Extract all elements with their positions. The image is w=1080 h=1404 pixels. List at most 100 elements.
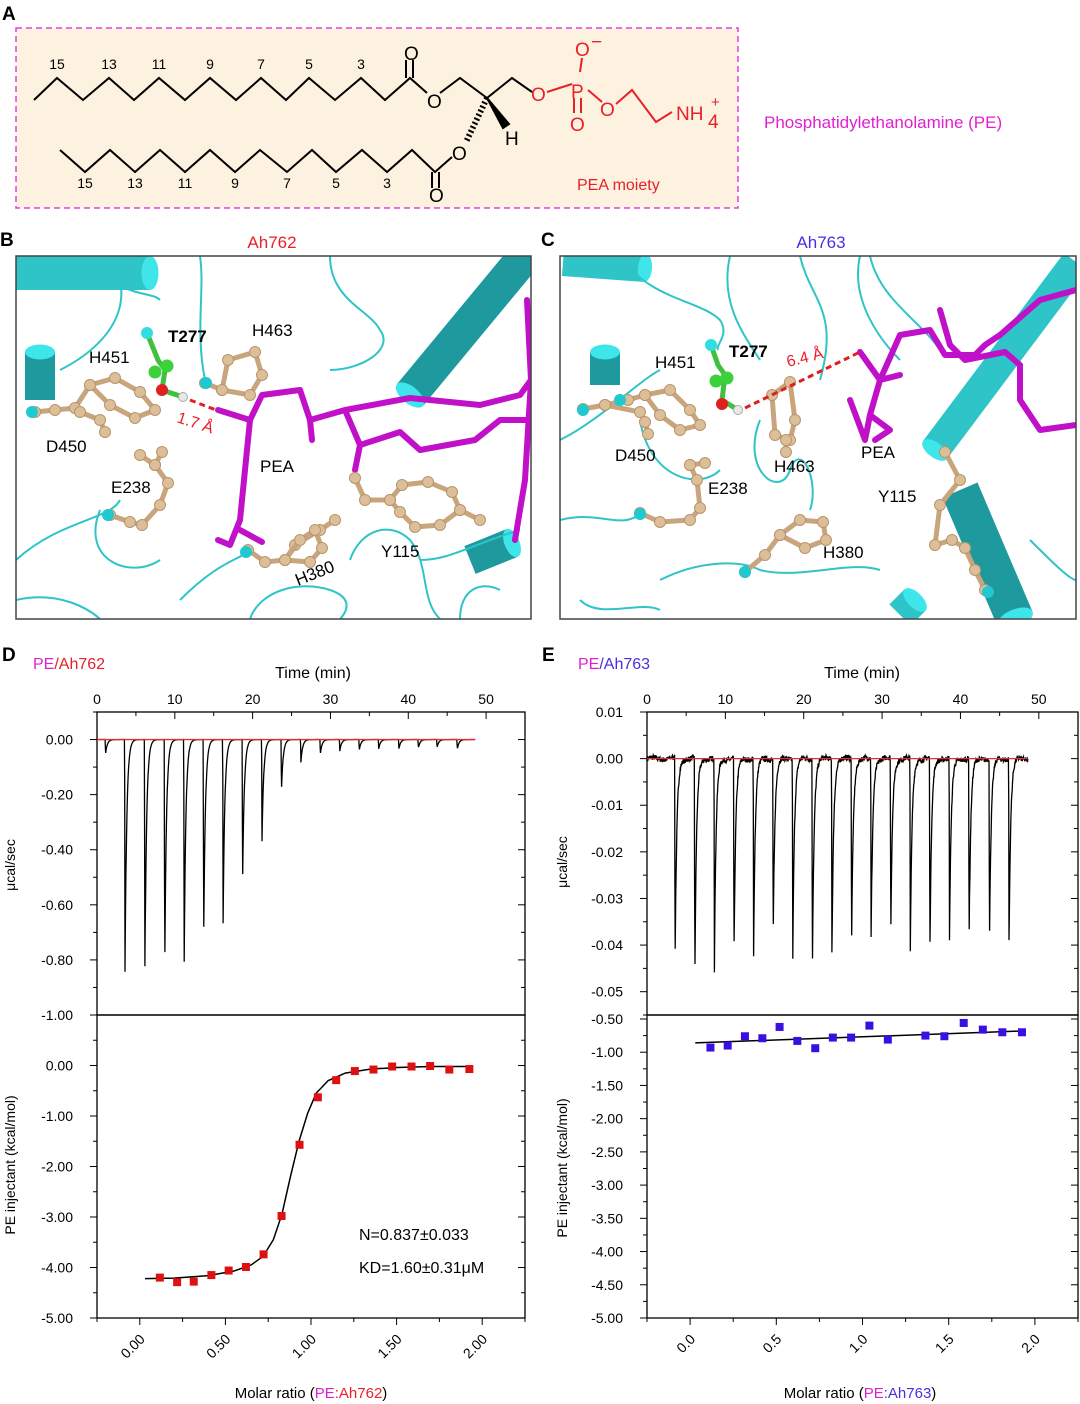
y-tick-label: -1.00 xyxy=(41,1007,73,1023)
panel-e-title: PE/Ah763 xyxy=(578,656,650,673)
helix-cap xyxy=(141,256,159,290)
thr-carbon-atom xyxy=(148,365,162,379)
data-point xyxy=(369,1065,378,1074)
x-tick-label: 50 xyxy=(478,691,494,707)
residue-atom xyxy=(639,389,651,401)
residue-atom xyxy=(104,399,116,411)
data-point xyxy=(758,1034,767,1043)
residue-atom xyxy=(642,428,654,440)
y-tick-label: -2.50 xyxy=(591,1144,623,1160)
coil-loop xyxy=(579,599,661,611)
residue-atom xyxy=(639,416,651,428)
y-tick-label: 0.00 xyxy=(596,751,623,767)
residue-atom xyxy=(446,486,458,498)
thr-oxygen-atom xyxy=(156,384,168,396)
x-tick-label: 50 xyxy=(1031,691,1047,707)
residue-atom xyxy=(409,521,421,533)
fit-curve xyxy=(695,1030,1023,1044)
calpha-atom xyxy=(739,566,751,578)
panel-label-d: D xyxy=(2,645,16,666)
pea-ligand-stick xyxy=(512,297,531,543)
residue-atom xyxy=(939,446,951,458)
data-point xyxy=(740,1032,749,1041)
structure-render-ah763 xyxy=(560,256,1076,619)
y-tick-label: -2.00 xyxy=(591,1111,623,1127)
residue-label: H451 xyxy=(89,348,130,367)
x-tick-label: 30 xyxy=(874,691,890,707)
panel-c: C Ah763 T277 H451 D450 H463 PEA E238 Y11… xyxy=(541,230,1077,620)
residue-label: E238 xyxy=(708,479,748,498)
residue-atom xyxy=(454,504,466,516)
helix-cylinder xyxy=(396,256,531,406)
data-point xyxy=(332,1076,341,1085)
coil-loop xyxy=(419,529,521,561)
molar-ratio-axis-label: Molar ratio (PE:Ah762) xyxy=(235,1385,388,1402)
carbon-number: 11 xyxy=(152,56,167,72)
panel-c-residue-labels: T277 H451 D450 H463 PEA E238 Y115 H380 6… xyxy=(615,342,916,562)
y-tick-label: -0.03 xyxy=(591,890,623,906)
coil-loop xyxy=(869,256,941,351)
residue-label: E238 xyxy=(111,478,151,497)
residue-atom xyxy=(954,474,966,486)
y-tick-label: -0.05 xyxy=(591,984,623,1000)
data-point xyxy=(350,1067,359,1076)
y-tick-label: -0.04 xyxy=(591,937,623,953)
thr-carbon-atom xyxy=(160,359,174,373)
coil-loop xyxy=(179,549,251,601)
helix-cap xyxy=(637,256,653,282)
panel-c-title: Ah763 xyxy=(796,233,845,252)
carbon-number: 13 xyxy=(101,56,117,72)
coil-loop xyxy=(349,528,441,619)
data-point xyxy=(465,1065,474,1074)
carbon-number: 15 xyxy=(49,56,65,72)
y-tick-label: -3.50 xyxy=(591,1210,623,1226)
panel-d-title: PE/Ah762 xyxy=(33,656,105,673)
panel-label-b: B xyxy=(0,230,14,251)
residue-atom xyxy=(249,346,261,358)
x-tick-label: 0 xyxy=(93,691,101,707)
xlabel-text: Molar ratio ( xyxy=(235,1385,315,1402)
y-tick-label: -0.01 xyxy=(591,797,623,813)
residue-atom xyxy=(694,419,706,431)
xlabel-text: Molar ratio ( xyxy=(784,1385,864,1402)
panel-c-frame xyxy=(559,255,1077,620)
residue-atom xyxy=(279,554,291,566)
residue-atom xyxy=(294,534,306,546)
data-point xyxy=(313,1093,322,1102)
calpha-atom xyxy=(982,586,994,598)
residue-atom xyxy=(934,499,946,511)
data-point xyxy=(388,1062,397,1071)
residue-atom xyxy=(599,399,611,411)
structure-render-ah762 xyxy=(16,256,531,619)
residue-atom xyxy=(316,542,328,554)
residue-atom xyxy=(634,406,646,418)
carbon-number: 5 xyxy=(305,56,313,72)
panel-b-residue-labels: T277 H463 H451 D450 PEA E238 Y115 H380 1… xyxy=(46,321,419,590)
residue-atom xyxy=(134,386,146,398)
data-point xyxy=(259,1250,268,1259)
data-point xyxy=(723,1041,732,1050)
xlabel-pe: PE xyxy=(315,1385,335,1402)
data-point xyxy=(828,1033,837,1042)
distance-label: 6.4 Å xyxy=(784,343,825,371)
data-point xyxy=(407,1062,416,1071)
residue-atom xyxy=(134,449,146,461)
y-tick-label: -0.80 xyxy=(41,952,73,968)
xlabel-text: ) xyxy=(931,1385,936,1402)
data-point xyxy=(241,1262,250,1271)
pea-ligand-stick xyxy=(342,407,531,453)
y-tick-label: -3.00 xyxy=(41,1209,73,1225)
residue-atom xyxy=(394,506,406,518)
residue-atom xyxy=(256,369,268,381)
y-tick-label: -0.02 xyxy=(591,844,623,860)
thr-hydrogen-atom xyxy=(733,405,743,415)
x-tick-label: 0.0 xyxy=(673,1331,698,1356)
residue-atom xyxy=(699,457,711,469)
x-tick-label: 30 xyxy=(323,691,339,707)
residue-atom xyxy=(664,384,676,396)
carbon-number: 15 xyxy=(77,175,93,191)
coil-loop xyxy=(16,499,121,561)
thr-carbon-atom xyxy=(709,374,723,388)
structure-box xyxy=(15,27,739,209)
plot-frame xyxy=(96,711,526,1016)
